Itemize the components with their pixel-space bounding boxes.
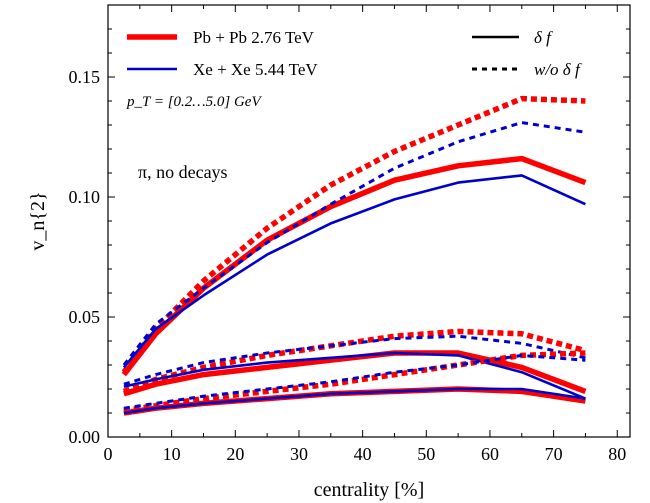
- legend: Pb + Pb 2.76 TeV Xe + Xe 5.44 TeV δ f w/…: [127, 28, 582, 79]
- pt-range-annotation: p_T = [0.2…5.0] GeV: [126, 94, 262, 110]
- series-line-1: [121, 95, 586, 374]
- series-layer: [121, 95, 587, 416]
- y-tick-label: 0.15: [69, 67, 101, 87]
- legend-label-pbpb: Pb + Pb 2.76 TeV: [193, 28, 315, 47]
- legend-label-xexe: Xe + Xe 5.44 TeV: [193, 60, 318, 79]
- y-tick-label: 0.05: [69, 307, 101, 327]
- y-tick-label: 0.00: [69, 427, 101, 447]
- particle-annotation: π, no decays: [138, 162, 228, 182]
- x-tick-label: 0: [104, 444, 113, 464]
- series-line-3: [122, 121, 586, 366]
- y-axis-title: v_n{2}: [27, 191, 49, 250]
- series-line-2: [122, 174, 586, 369]
- series-line-11: [123, 353, 586, 410]
- x-axis-title: centrality [%]: [314, 479, 425, 501]
- series-line-7: [123, 334, 586, 386]
- x-tick-label: 80: [608, 444, 626, 464]
- series-line-6: [123, 351, 586, 400]
- series-line-4: [123, 350, 587, 397]
- series-line-10: [123, 387, 586, 415]
- legend-label-solid: δ f: [534, 28, 553, 47]
- x-tick-label: 30: [290, 444, 308, 464]
- x-tick-label: 50: [417, 444, 435, 464]
- x-tick-label: 40: [354, 444, 372, 464]
- y-tick-label: 0.10: [69, 187, 101, 207]
- x-tick-label: 70: [545, 444, 563, 464]
- x-tick-label: 10: [163, 444, 181, 464]
- x-tick-label: 60: [481, 444, 499, 464]
- legend-label-dashed: w/o δ f: [534, 60, 582, 79]
- ticks-layer: 0 10 20 30 40 50 60 70 80 0.00 0.05 0.10 0.15: [69, 5, 630, 464]
- x-tick-label: 20: [226, 444, 244, 464]
